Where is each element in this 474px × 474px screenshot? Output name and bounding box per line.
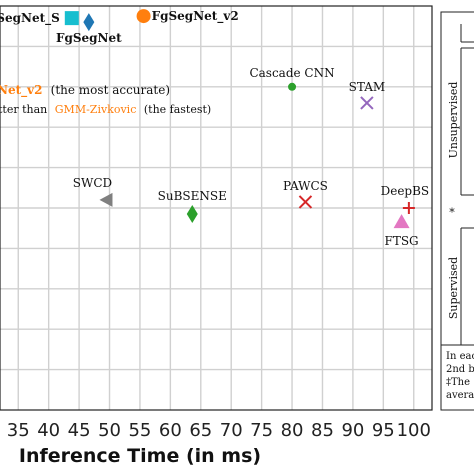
x-tick-label-7: 70 bbox=[220, 420, 243, 441]
x-tick-label-12: 95 bbox=[372, 420, 395, 441]
x-ticks: 35 40 45 50 55 60 65 70 75 80 85 90 95 100 bbox=[7, 420, 431, 441]
point-pawcs-marker bbox=[298, 195, 313, 209]
x-tick-label-9: 80 bbox=[281, 420, 304, 441]
point-fgsegnet-s-label: FgSegNet_S bbox=[0, 11, 60, 26]
point-fgsegnet-v2-marker bbox=[136, 9, 151, 24]
annotation-fastest-prefix: tter than bbox=[0, 103, 47, 116]
annotation-accurate-text: (the most accurate) bbox=[51, 83, 170, 97]
x-tick-label-8: 75 bbox=[250, 420, 273, 441]
point-fgsegnet-s: FgSegNet_S bbox=[0, 11, 79, 26]
point-pawcs-label: PAWCS bbox=[283, 179, 328, 193]
footnote-line-4: averag bbox=[446, 390, 474, 401]
x-tick-label-0: 35 bbox=[7, 420, 30, 441]
x-tick-label-11: 90 bbox=[341, 420, 364, 441]
point-fgsegnet-label: FgSegNet bbox=[56, 31, 122, 45]
x-tick-label-2: 45 bbox=[68, 420, 91, 441]
point-swcd: SWCD bbox=[73, 176, 113, 207]
footnote-line-2: 2nd b bbox=[446, 364, 474, 375]
point-fgsegnet-s-marker bbox=[64, 11, 79, 26]
point-subsense-marker bbox=[186, 205, 198, 224]
plot-frame bbox=[0, 5, 433, 411]
side-label-supervised: Supervised bbox=[447, 257, 460, 319]
side-legend-frame bbox=[440, 11, 474, 411]
point-cascade-cnn-marker bbox=[288, 82, 297, 91]
footnote-line-1: In eac bbox=[446, 351, 474, 362]
point-stam: STAM bbox=[349, 80, 386, 110]
point-swcd-label: SWCD bbox=[73, 176, 112, 190]
point-subsense-label: SuBSENSE bbox=[158, 189, 227, 203]
x-tick-label-1: 40 bbox=[37, 420, 60, 441]
point-cascade-cnn: Cascade CNN bbox=[249, 66, 335, 91]
point-deepbs-label: DeepBS bbox=[381, 184, 430, 198]
point-ftsg-label: FTSG bbox=[385, 234, 419, 248]
x-axis-title: Inference Time (in ms) bbox=[19, 445, 261, 467]
point-deepbs: DeepBS bbox=[381, 184, 430, 214]
point-fgsegnet: FgSegNet bbox=[56, 13, 122, 45]
annotation-fastest: tter than GMM-Zivkovic (the fastest) bbox=[0, 103, 211, 116]
x-tick-label-3: 50 bbox=[98, 420, 121, 441]
point-fgsegnet-v2: FgSegNet_v2 bbox=[136, 9, 239, 24]
data-points: FgSegNet_S FgSegNet FgSegNet_v2 Cascade CNN… bbox=[0, 9, 429, 248]
annotation-fastest-text: (the fastest) bbox=[144, 103, 211, 116]
point-ftsg-marker bbox=[393, 214, 410, 229]
annotation-accurate: Net_v2 (the most accurate) bbox=[0, 83, 170, 98]
point-swcd-marker bbox=[99, 192, 113, 207]
point-fgsegnet-v2-label: FgSegNet_v2 bbox=[152, 9, 239, 24]
point-pawcs: PAWCS bbox=[283, 179, 328, 209]
point-fgsegnet-marker bbox=[83, 13, 95, 32]
side-label-unsupervised: Unsupervised bbox=[447, 82, 460, 159]
x-tick-label-13: 100 bbox=[397, 420, 431, 441]
point-cascade-cnn-label: Cascade CNN bbox=[249, 66, 334, 80]
annotation-accurate-name: Net_v2 bbox=[0, 83, 42, 98]
point-subsense: SuBSENSE bbox=[158, 189, 227, 224]
grid bbox=[0, 6, 432, 410]
point-deepbs-marker bbox=[402, 202, 415, 214]
footnote-line-3: ‡The bbox=[446, 377, 470, 388]
annotation-fastest-name: GMM-Zivkovic bbox=[55, 103, 137, 116]
point-ftsg: FTSG bbox=[385, 214, 419, 248]
x-tick-label-6: 65 bbox=[189, 420, 212, 441]
x-tick-label-5: 60 bbox=[159, 420, 182, 441]
x-tick-label-4: 55 bbox=[128, 420, 151, 441]
point-stam-marker bbox=[360, 96, 374, 110]
point-stam-label: STAM bbox=[349, 80, 386, 94]
side-label-star: * bbox=[449, 206, 455, 219]
x-tick-label-10: 85 bbox=[311, 420, 334, 441]
side-legend: Unsupervised * Supervised In eac 2nd b ‡… bbox=[440, 11, 474, 411]
